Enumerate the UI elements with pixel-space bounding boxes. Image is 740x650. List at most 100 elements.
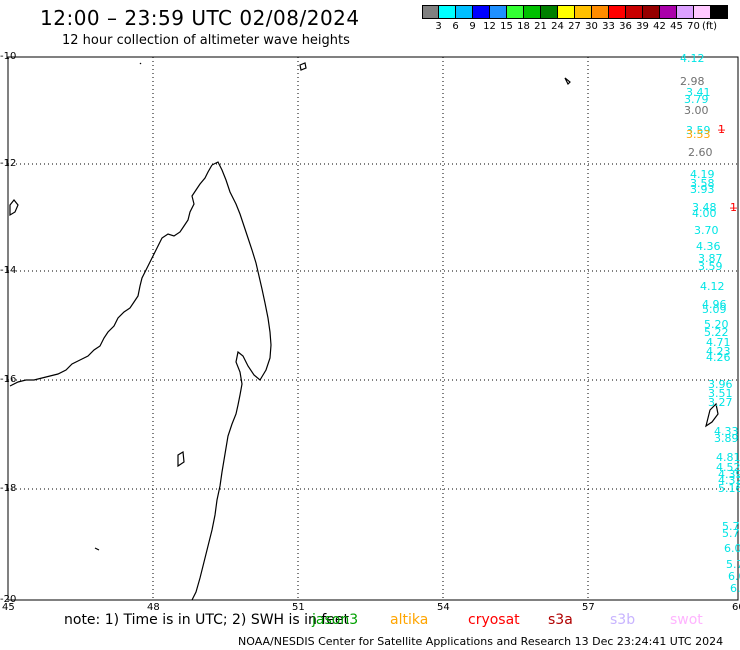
island-europa — [177, 450, 185, 468]
footer-note: note: 1) Time is in UTC; 2) SWH is in fe… — [64, 612, 350, 628]
wave-height-label: 5.20 — [704, 318, 729, 331]
satellite-altika: altika — [390, 612, 429, 628]
legend-label: 45 — [670, 21, 683, 32]
legend-label: 36 — [619, 21, 632, 32]
wave-height-label: 3.51 — [708, 387, 733, 400]
legend-swatch — [694, 5, 711, 19]
wave-height-label: 3.89 — [714, 432, 739, 445]
wave-height-label: 3.48 — [692, 201, 717, 214]
map-frame — [7, 56, 739, 601]
legend-swatch — [609, 5, 626, 19]
wave-height-label: 6. — [730, 582, 740, 595]
wave-height-label: 3.53 — [686, 128, 711, 141]
legend-swatch — [439, 5, 456, 19]
wave-height-label: 2.98 — [680, 75, 705, 88]
map-grid — [8, 57, 738, 600]
legend-label: 12 — [483, 21, 496, 32]
satellite-cryosat: cryosat — [468, 612, 520, 628]
satellite-s3a: s3a — [548, 612, 573, 628]
legend-label: 39 — [636, 21, 649, 32]
coastline — [9, 62, 719, 601]
latitude-label: -18 — [0, 483, 17, 494]
legend-swatch — [575, 5, 592, 19]
wave-height-label: 1̶ — [718, 123, 725, 136]
wave-height-label: 3.58 — [690, 177, 715, 190]
legend-label: 6 — [452, 21, 459, 32]
wave-height-label: 4.96 — [702, 298, 727, 311]
satellite-swot: swot — [670, 612, 703, 628]
wave-height-label: 5.7 — [722, 520, 740, 533]
legend-swatch — [524, 5, 541, 19]
island-tromelin — [564, 77, 571, 86]
satellite-s3b: s3b — [610, 612, 636, 628]
wave-height-label: 4.36 — [696, 240, 721, 253]
satellite-jason3: jason3 — [312, 612, 359, 628]
legend-swatch — [626, 5, 643, 19]
map-subtitle: 12 hour collection of altimeter wave hei… — [62, 33, 350, 48]
wave-height-label: 3.87 — [698, 252, 723, 265]
legend-swatch — [558, 5, 575, 19]
wave-height-label: 4.00 — [692, 207, 717, 220]
legend-label: 21 — [534, 21, 547, 32]
footer-credit: NOAA/NESDIS Center for Satellite Applica… — [238, 635, 724, 648]
legend-label: 27 — [568, 21, 581, 32]
wave-height-label: 4.33 — [714, 425, 739, 438]
wave-height-label: 3.96 — [708, 378, 733, 391]
longitude-label: 48 — [147, 602, 160, 613]
longitude-label: 60 — [732, 602, 740, 613]
wave-height-label: 3.00 — [684, 104, 709, 117]
wave-height-label: 4.12 — [700, 280, 725, 293]
longitude-label: 51 — [292, 602, 305, 613]
longitude-label: 57 — [582, 602, 595, 613]
legend-swatch — [490, 5, 507, 19]
wave-height-label: 3.59 — [698, 260, 723, 273]
legend-unit: (ft) — [702, 21, 718, 32]
island-bassas — [94, 547, 100, 551]
island-east-reef — [705, 402, 719, 428]
legend-label: 70 — [687, 21, 700, 32]
wave-height-label: 4.71 — [706, 336, 731, 349]
legend-label: 30 — [585, 21, 598, 32]
wave-height-label: 4.81 — [716, 451, 740, 464]
latitude-label: -10 — [0, 51, 17, 62]
island-small — [139, 62, 142, 65]
legend-swatch — [592, 5, 609, 19]
madagascar-west-coast — [9, 164, 213, 387]
wave-height-label: 3.93 — [690, 183, 715, 196]
wave-height-label: 5.16 — [718, 482, 740, 495]
legend-labels: 3 6 9 12 15 18 21 24 27 30 33 36 39 42 45 70 (ft) — [422, 21, 728, 32]
legend-swatch — [711, 5, 728, 19]
latitude-label: -16 — [0, 374, 17, 385]
longitude-label: 45 — [2, 602, 15, 613]
legend-swatch — [473, 5, 490, 19]
wave-height-label: 5.7 — [726, 558, 740, 571]
wave-height-label: 4.26 — [706, 351, 731, 364]
legend-label: 33 — [602, 21, 615, 32]
madagascar-coastline — [191, 161, 272, 601]
wave-height-label: 3.70 — [694, 224, 719, 237]
legend-swatch — [660, 5, 677, 19]
legend-swatch — [643, 5, 660, 19]
wave-height-label: 4.39 — [718, 468, 740, 481]
wave-height-label: 6.0 — [724, 542, 740, 555]
map-title: 12:00 – 23:59 UTC 02/08/2024 — [40, 6, 360, 30]
wave-height-label: 5.7 — [722, 527, 740, 540]
wave-height-label: 3.59 — [686, 124, 711, 137]
latitude-label: -12 — [0, 158, 17, 169]
legend-label: 24 — [551, 21, 564, 32]
color-scale-legend: 3 6 9 12 15 18 21 24 27 30 33 36 39 42 45 70 (ft) — [422, 5, 728, 32]
wave-height-label: 6.0 — [728, 570, 740, 583]
wave-height-label: 4.23 — [706, 345, 731, 358]
legend-swatch — [507, 5, 524, 19]
legend-label: 18 — [517, 21, 530, 32]
longitude-label: 54 — [437, 602, 450, 613]
wave-height-label: 4.32 — [718, 474, 740, 487]
wave-height-label: 4.19 — [690, 168, 715, 181]
wave-height-label: 5.09 — [702, 303, 727, 316]
wave-height-label: 5.22 — [704, 326, 729, 339]
wave-height-label: 2.60 — [688, 146, 713, 159]
legend-swatch — [541, 5, 558, 19]
wave-height-label: 4.12 — [680, 52, 705, 65]
legend-swatch — [456, 5, 473, 19]
